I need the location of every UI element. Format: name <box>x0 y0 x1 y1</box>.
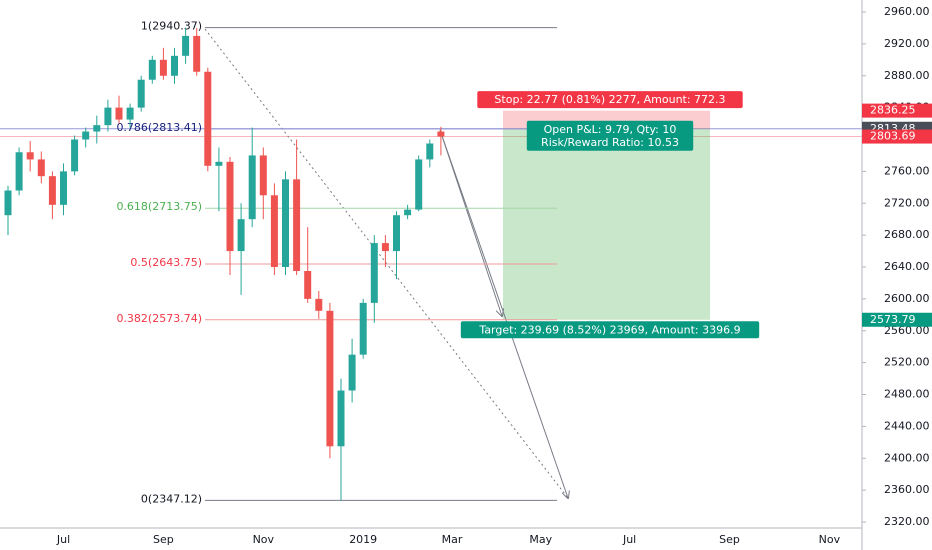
candle-body <box>226 161 234 252</box>
y-tick-label: 2760.00 <box>884 164 930 177</box>
candle-body <box>315 298 323 311</box>
candle-body <box>370 243 378 303</box>
candle-body <box>270 195 278 267</box>
position-label: Stop: 22.77 (0.81%) 2277, Amount: 772.3 <box>494 93 725 106</box>
position-label-box <box>526 120 694 151</box>
candle-body <box>104 107 112 126</box>
candle-body <box>71 139 79 172</box>
y-tick-label: 2960.00 <box>884 5 930 18</box>
candle-body <box>171 55 178 76</box>
position-label: Target: 239.69 (8.52%) 23969, Amount: 33… <box>478 323 740 336</box>
price-label-box <box>862 312 932 327</box>
candle-body <box>4 190 12 216</box>
candle-body <box>359 302 367 355</box>
y-tick-label: 2360.00 <box>884 483 930 496</box>
candle-body <box>115 107 123 120</box>
y-tick-label: 2400.00 <box>884 451 930 464</box>
y-tick-label: 2560.00 <box>884 324 930 337</box>
candle-body <box>193 35 201 72</box>
candle-body <box>415 159 423 210</box>
candle-body <box>326 310 334 447</box>
candle-body <box>137 79 145 108</box>
y-tick-label: 2640.00 <box>884 260 930 273</box>
fib-label: 0.382(2573.74) <box>116 312 202 325</box>
fib-label: 0.5(2643.75) <box>130 256 202 269</box>
position-label: Risk/Reward Ratio: 10.53 <box>541 136 679 149</box>
candle-body <box>93 125 101 132</box>
candle-body <box>304 270 312 299</box>
price-label-box <box>862 129 932 144</box>
candle-body <box>237 219 245 252</box>
fib-label: 0(2347.12) <box>141 492 202 505</box>
price-label-box <box>862 103 932 118</box>
y-tick-label: 2320.00 <box>884 515 930 528</box>
fib-label: 1(2940.37) <box>141 20 202 33</box>
candle-body <box>348 354 356 391</box>
position-label: Open P&L: 9.79, Qty: 10 <box>544 123 677 136</box>
y-tick-label: 2680.00 <box>884 228 930 241</box>
fib-label: 0.786(2813.41) <box>116 121 202 134</box>
candle-body <box>159 59 167 76</box>
candle-body <box>60 171 67 205</box>
y-tick-label: 2440.00 <box>884 419 930 432</box>
y-tick-label: 2480.00 <box>884 388 930 401</box>
position-label-box <box>477 91 743 109</box>
x-tick-label: Sep <box>153 533 174 546</box>
price-label: 2836.25 <box>870 104 916 117</box>
target-zone <box>503 128 710 320</box>
candle-body <box>15 152 23 191</box>
candle-body <box>182 35 190 56</box>
candle-body <box>426 143 434 160</box>
trend-line <box>204 28 569 499</box>
candle-body <box>437 131 445 137</box>
y-tick-label: 2880.00 <box>884 69 930 82</box>
x-tick-label: Sep <box>719 533 740 546</box>
x-tick-label: Nov <box>253 533 275 546</box>
candle-body <box>126 107 134 120</box>
x-tick-label: Nov <box>819 533 841 546</box>
x-tick-label: Mar <box>442 533 463 546</box>
y-tick-label: 2720.00 <box>884 196 930 209</box>
fib-label: 0.618(2713.75) <box>116 200 202 213</box>
x-tick-label: 2019 <box>349 533 377 546</box>
price-label: 2573.79 <box>870 313 916 326</box>
candle-body <box>404 209 412 216</box>
candle-body <box>248 155 256 220</box>
candle-body <box>204 71 212 166</box>
position-label-box <box>460 321 760 339</box>
candle-body <box>259 155 267 196</box>
candle-body <box>393 215 400 252</box>
candle-body <box>337 390 345 447</box>
candle-body <box>282 179 289 267</box>
arrow <box>439 129 568 498</box>
x-tick-label: May <box>529 533 552 546</box>
candle-body <box>37 159 45 177</box>
y-tick-label: 2600.00 <box>884 292 930 305</box>
x-tick-label: Jul <box>622 533 636 546</box>
x-tick-label: Jul <box>56 533 70 546</box>
candle-body <box>82 131 90 140</box>
candle-body <box>48 176 56 205</box>
price-label: 2803.69 <box>870 130 916 143</box>
candle-body <box>215 161 223 166</box>
candle-body <box>148 59 156 80</box>
candle-body <box>26 152 34 160</box>
y-tick-label: 2520.00 <box>884 356 930 369</box>
candle-body <box>293 179 301 271</box>
y-tick-label: 2920.00 <box>884 37 930 50</box>
candle-body <box>381 243 389 252</box>
